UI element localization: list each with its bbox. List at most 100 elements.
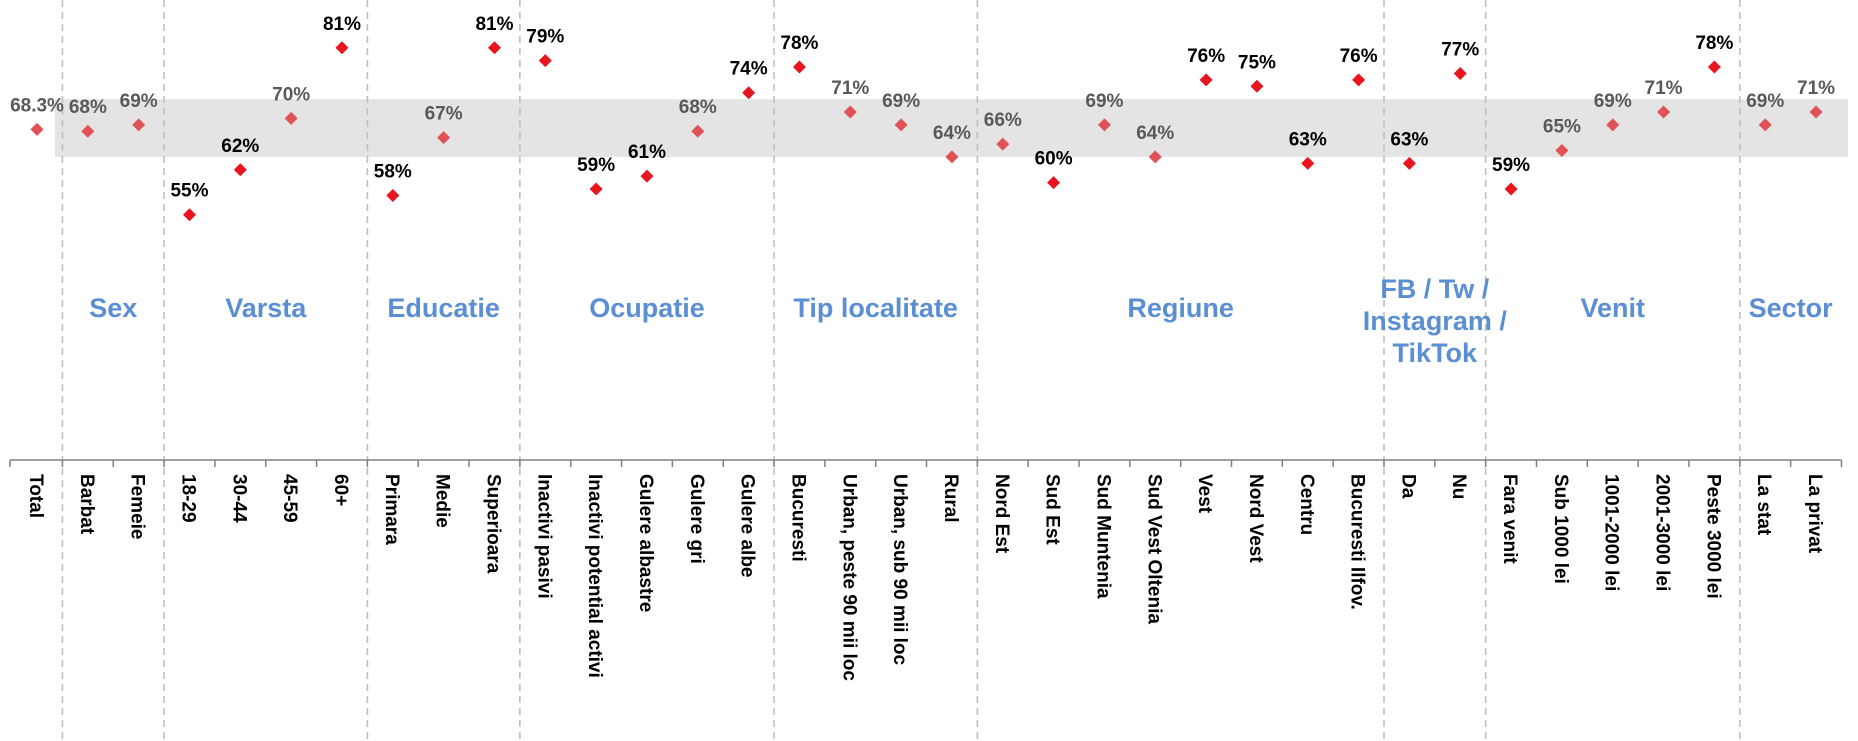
data-point-femeie [132,118,146,132]
group-label-varsta: Varsta [225,293,307,323]
data-label-nu: 77% [1441,39,1479,60]
category-label-bucuresti-ilfov: Bucuresti Ilfov. [1347,474,1368,610]
data-label-gulere-gri: 68% [679,97,717,118]
data-point-sud-vest-oltenia [1148,150,1162,164]
category-label-barbat: Barbat [76,474,97,535]
data-label-sud-vest-oltenia: 64% [1136,123,1174,144]
category-label-nord-est: Nord Est [991,474,1012,554]
category-label-60: 60+ [330,474,351,506]
data-label-da: 63% [1390,129,1428,150]
category-label-inactivi-potential-activi: Inactivi potential activi [584,474,605,678]
data-label-gulere-albastre: 61% [628,142,666,163]
category-label-rural: Rural [940,474,961,523]
data-labels: 68.3% 68% 69%55%62%70%81%58%67%81%79%59%61… [10,14,1835,202]
category-label-30-44: 30-44 [228,474,249,523]
category-labels: Total Barbat Femeie 18-29 30-44 45-59 60+ Prima… [25,474,1825,681]
data-point-nord-vest [1250,79,1264,93]
data-point-1001-2000-lei [1606,118,1620,132]
category-label-2001-3000-lei: 2001-3000 lei [1652,474,1673,591]
category-label-la-stat: La stat [1753,474,1774,536]
category-label-urban-sub-90-mii-loc: Urban, sub 90 mii loc [889,474,910,666]
data-point-18-29 [182,208,196,222]
group-label-venit: Venit [1580,293,1645,323]
data-point-total [30,122,44,136]
data-label-rural: 64% [933,123,971,144]
category-label-medie: Medie [432,474,453,528]
data-point-30-44 [233,163,247,177]
data-label-barbat: 68% [69,97,107,118]
category-label-da: Da [1397,474,1418,499]
data-label-sub-1000-lei: 65% [1543,117,1581,138]
category-label-sud-est: Sud Est [1042,474,1063,545]
data-point-nu [1453,66,1467,80]
category-label-gulere-albastre: Gulere albastre [635,474,656,612]
category-label-nord-vest: Nord Vest [1245,474,1266,563]
data-label-bucuresti: 78% [780,33,818,54]
data-label-urban-sub-90-mii-loc: 69% [882,91,920,112]
category-label-superioara: Superioara [482,474,503,574]
data-point-gulere-albe [742,86,756,100]
group-label-fb-tw-instagram-tiktok: FB / Tw / Instagram / TikTok [1363,274,1508,368]
category-label-bucuresti: Bucuresti [787,474,808,562]
data-point-barbat [81,124,95,138]
data-point-la-privat [1809,105,1823,119]
group-labels: Sex Varsta Educatie Ocupatie Tip localitate R… [89,274,1833,368]
data-point-vest [1199,73,1213,87]
data-point-centru [1301,156,1315,170]
data-label-nord-est: 66% [984,110,1022,131]
category-label-femeie: Femeie [127,474,148,539]
data-point-rural [945,150,959,164]
data-label-superioara: 81% [475,14,513,35]
data-point-primara [386,188,400,202]
data-label-medie: 67% [425,104,463,125]
category-label-total: Total [25,474,46,518]
data-point-la-stat [1758,118,1772,132]
category-label-inactivi-pasivi: Inactivi pasivi [533,474,554,599]
data-point-sub-1000-lei [1555,144,1569,157]
data-label-60: 81% [323,14,361,35]
data-point-peste-3000-lei [1707,60,1721,74]
category-label-sud-muntenia: Sud Muntenia [1092,474,1113,599]
data-label-la-privat: 71% [1797,78,1835,99]
group-label-sex: Sex [89,293,137,323]
data-label-centru: 63% [1289,129,1327,150]
data-label-18-29: 55% [170,181,208,202]
category-label-urban-peste-90-mii-loc: Urban, peste 90 mii loc [838,474,859,681]
data-point-bucuresti-ilfov [1352,73,1366,87]
data-point-sud-muntenia [1097,118,1111,132]
data-label-inactivi-potential-activi: 59% [577,155,615,176]
data-label-2001-3000-lei: 71% [1645,78,1683,99]
category-label-sub-1000-lei: Sub 1000 lei [1550,474,1571,584]
data-point-bucuresti [792,60,806,74]
data-label-45-59: 70% [272,84,310,105]
category-label-la-privat: La privat [1804,474,1825,554]
group-label-tip-localitate: Tip localitate [793,293,958,323]
data-point-gulere-albastre [640,169,654,183]
category-label-18-29: 18-29 [177,474,198,523]
data-label-inactivi-pasivi: 79% [526,27,564,48]
category-label-gulere-albe: Gulere albe [737,474,758,578]
group-label-sector: Sector [1749,293,1834,323]
data-point-urban-sub-90-mii-loc [894,118,908,132]
data-label-primara: 58% [374,161,412,182]
data-point-45-59 [284,111,298,125]
data-label-30-44: 62% [221,136,259,157]
data-point-gulere-gri [691,124,705,138]
data-label-1001-2000-lei: 69% [1594,91,1632,112]
data-point-medie [437,131,451,145]
data-point-superioara [487,41,501,55]
category-label-centru: Centru [1296,474,1317,535]
data-point-inactivi-pasivi [538,54,552,68]
category-label-sud-vest-oltenia: Sud Vest Oltenia [1143,474,1164,624]
data-label-peste-3000-lei: 78% [1695,33,1733,54]
group-separators [61,0,1741,741]
category-label-45-59: 45-59 [279,474,300,523]
x-axis [9,459,1843,467]
data-label-total: 68.3% [10,95,64,116]
data-point-da [1402,156,1416,170]
data-point-urban-peste-90-mii-loc [843,105,857,119]
group-label-ocupatie: Ocupatie [589,293,705,323]
data-point-2001-3000-lei [1657,105,1671,119]
data-label-vest: 76% [1187,46,1225,67]
